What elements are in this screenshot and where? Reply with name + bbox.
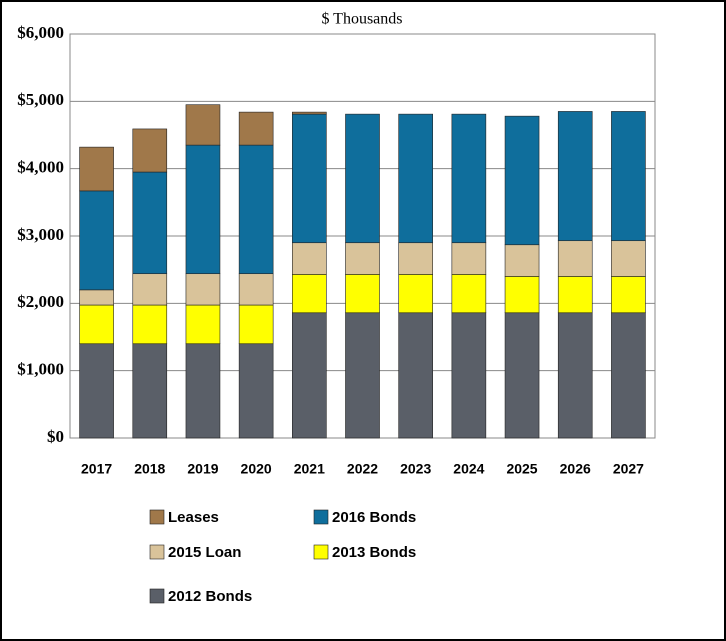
bar-segment [611, 276, 646, 314]
bar-segment [132, 304, 168, 345]
x-tick-label: 2018 [134, 461, 165, 477]
bar-segment [557, 312, 593, 439]
bar-segment [132, 343, 168, 439]
bar-segment [132, 273, 168, 306]
bar-segment [398, 113, 433, 244]
bar-segment [451, 113, 487, 244]
legend-swatch [149, 588, 165, 604]
bar-segment [79, 190, 114, 291]
x-tick-label: 2024 [453, 461, 484, 477]
bar-segment [132, 128, 168, 173]
bar-segment [504, 312, 540, 439]
bar-segment [185, 144, 221, 275]
bar-segment [185, 343, 221, 439]
x-tick-label: 2017 [81, 461, 112, 477]
y-tick-label: $0 [47, 427, 64, 446]
legend-swatch [313, 544, 329, 560]
bar-segment [238, 343, 274, 439]
bar-segment [238, 304, 274, 345]
bar-segment [79, 304, 114, 345]
y-tick-label: $1,000 [17, 360, 64, 379]
bar-segment [504, 244, 540, 277]
x-tick-label: 2023 [400, 461, 431, 477]
x-tick-label: 2025 [506, 461, 537, 477]
x-tick-label: 2026 [560, 461, 591, 477]
bar-segment [451, 274, 487, 314]
bar-segment [345, 242, 380, 275]
x-tick-label: 2020 [241, 461, 272, 477]
bar-segment [398, 312, 433, 439]
bar-segment [292, 312, 327, 439]
legend-label: 2015 Loan [168, 544, 241, 561]
bar-segment [292, 274, 327, 314]
y-tick-label: $5,000 [17, 90, 64, 109]
bar-segment [611, 111, 646, 242]
bar-segment [451, 312, 487, 439]
bar-segment [504, 115, 540, 246]
bar-segment [345, 312, 380, 439]
y-tick-label: $3,000 [17, 225, 64, 244]
bar-segment [79, 289, 114, 306]
y-tick-label: $4,000 [17, 158, 64, 177]
bar-segment [504, 276, 540, 314]
bar-segment [79, 146, 114, 192]
x-tick-label: 2022 [347, 461, 378, 477]
legend-swatch [149, 544, 165, 560]
bar-segment [345, 274, 380, 314]
bar-segment [185, 304, 221, 345]
bar-segment [132, 171, 168, 275]
y-tick-label: $2,000 [17, 292, 64, 311]
bar-segment [238, 111, 274, 146]
legend-label: 2016 Bonds [332, 509, 416, 526]
chart-title: $ Thousands [321, 11, 402, 28]
bar-segment [345, 113, 380, 244]
bar-segment [557, 111, 593, 242]
legend-label: 2012 Bonds [168, 588, 252, 605]
legend-swatch [313, 509, 329, 525]
bar-segment [238, 144, 274, 275]
bar-segment [238, 273, 274, 306]
bar-segment [451, 242, 487, 275]
bar-segment [611, 312, 646, 439]
legend-label: Leases [168, 509, 219, 526]
legend-swatch [149, 509, 165, 525]
bar-segment [185, 104, 221, 146]
y-tick-label: $6,000 [17, 23, 64, 42]
bar-segment [79, 343, 114, 439]
bar-segment [292, 242, 327, 275]
bar-segment [398, 274, 433, 314]
bar-segment [557, 276, 593, 314]
legend-label: 2013 Bonds [332, 544, 416, 561]
bar-segment [185, 273, 221, 306]
x-tick-label: 2027 [613, 461, 644, 477]
bar-segment [292, 113, 327, 244]
bar-segment [292, 111, 327, 115]
x-tick-label: 2019 [187, 461, 218, 477]
x-tick-label: 2021 [294, 461, 325, 477]
bar-segment [398, 242, 433, 275]
bar-segment [611, 240, 646, 277]
bar-segment [557, 240, 593, 277]
